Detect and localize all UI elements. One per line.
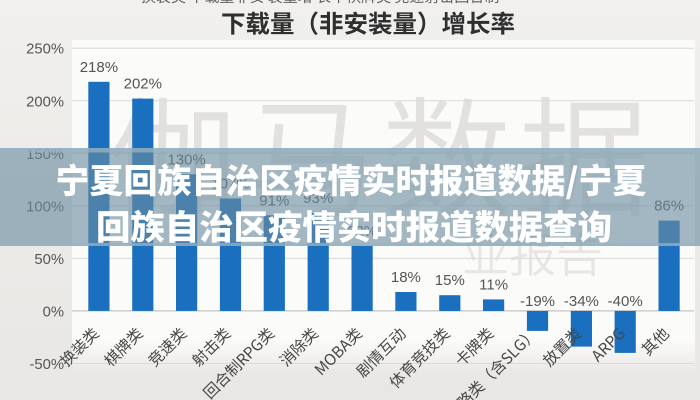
svg-text:-34%: -34% — [564, 293, 599, 310]
svg-text:202%: 202% — [124, 76, 162, 93]
svg-text:15%: 15% — [435, 272, 465, 289]
svg-text:-19%: -19% — [520, 293, 555, 310]
svg-text:200%: 200% — [26, 94, 64, 110]
svg-text:18%: 18% — [391, 269, 421, 286]
svg-text:-40%: -40% — [608, 293, 643, 310]
svg-text:0%: 0% — [43, 305, 64, 321]
svg-text:-50%: -50% — [29, 357, 64, 373]
svg-text:50%: 50% — [34, 252, 64, 268]
svg-text:11%: 11% — [479, 276, 508, 293]
svg-text:250%: 250% — [26, 42, 64, 58]
svg-text:218%: 218% — [80, 59, 118, 76]
